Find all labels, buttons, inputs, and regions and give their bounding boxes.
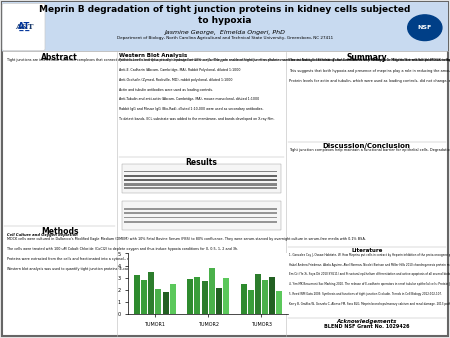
Text: Results: Results (185, 158, 217, 167)
FancyBboxPatch shape (2, 2, 448, 336)
Bar (209, 268, 215, 314)
Text: Western Blot Analysis: Western Blot Analysis (119, 53, 188, 58)
Text: Discussion/Conclusion: Discussion/Conclusion (323, 143, 411, 149)
FancyBboxPatch shape (124, 179, 277, 181)
Bar (276, 291, 282, 314)
Text: Tight junction complexes help maintain a functional barrier for epithelial cells: Tight junction complexes help maintain a… (289, 148, 450, 152)
FancyBboxPatch shape (122, 164, 281, 193)
Text: Summary: Summary (346, 53, 387, 62)
Text: Proteins were electrophoretically separated on 10% acrylamide gels and transferr: Proteins were electrophoretically separa… (119, 58, 450, 121)
FancyBboxPatch shape (124, 171, 277, 172)
Bar (216, 288, 222, 314)
Bar (148, 272, 154, 314)
Bar (162, 292, 169, 314)
Text: 1. Gonzalez Coy J, Osawe Habitate, W. How Meprins put cells in contact by Hepari: 1. Gonzalez Coy J, Osawe Habitate, W. Ho… (289, 253, 450, 306)
FancyBboxPatch shape (124, 179, 277, 181)
Text: Jasmine George,  Elmelda Ongeri, PhD: Jasmine George, Elmelda Ongeri, PhD (165, 30, 285, 34)
FancyBboxPatch shape (124, 175, 277, 177)
Bar (269, 276, 275, 314)
FancyBboxPatch shape (124, 184, 277, 186)
Text: Acknowledgements: Acknowledgements (337, 319, 397, 324)
FancyBboxPatch shape (124, 187, 277, 189)
FancyBboxPatch shape (2, 3, 45, 51)
Bar (134, 275, 140, 314)
Bar (223, 278, 229, 314)
Text: A&T: A&T (14, 23, 33, 31)
FancyBboxPatch shape (124, 183, 277, 184)
FancyBboxPatch shape (124, 175, 277, 177)
Text: Tight junctions are intercellular adhesion complexes that connect epithelial cel: Tight junctions are intercellular adhesi… (7, 58, 450, 62)
Bar (248, 290, 254, 314)
Text: Abstract: Abstract (41, 53, 78, 62)
Bar (241, 284, 247, 314)
Text: NSF: NSF (418, 25, 432, 30)
FancyBboxPatch shape (124, 217, 277, 218)
Circle shape (7, 14, 41, 40)
Text: The intensity of the bands for E-cadherin and occludin in meprin B transfected M: The intensity of the bands for E-cadheri… (289, 58, 450, 83)
Text: Methods: Methods (41, 227, 78, 236)
Bar (194, 276, 201, 314)
Bar (141, 280, 147, 314)
Bar (202, 282, 207, 314)
Bar (170, 284, 176, 314)
FancyBboxPatch shape (122, 201, 281, 230)
Bar (187, 279, 194, 314)
FancyBboxPatch shape (124, 208, 277, 210)
Bar (255, 274, 261, 314)
Text: Department of Biology, North Carolina Agricultural and Technical State Universit: Department of Biology, North Carolina Ag… (117, 36, 333, 40)
FancyBboxPatch shape (124, 221, 277, 223)
FancyBboxPatch shape (124, 212, 277, 214)
Text: MDCK cells were cultured in Dulbecco's Modified Eagle Medium (DMEM) with 10% Fet: MDCK cells were cultured in Dulbecco's M… (7, 237, 365, 271)
Text: A̲T̲: A̲T̲ (18, 22, 30, 31)
Text: BLEND NSF Grant No. 1029426: BLEND NSF Grant No. 1029426 (324, 324, 410, 329)
Text: Meprin B degradation of tight junction proteins in kidney cells subjected
to hyp: Meprin B degradation of tight junction p… (39, 5, 411, 25)
FancyBboxPatch shape (2, 2, 448, 51)
Text: Cell Culture and Oxygen depletion: Cell Culture and Oxygen depletion (7, 233, 77, 237)
Bar (155, 289, 162, 314)
Bar (262, 280, 268, 314)
Text: Literature: Literature (351, 248, 382, 253)
Circle shape (408, 15, 442, 41)
